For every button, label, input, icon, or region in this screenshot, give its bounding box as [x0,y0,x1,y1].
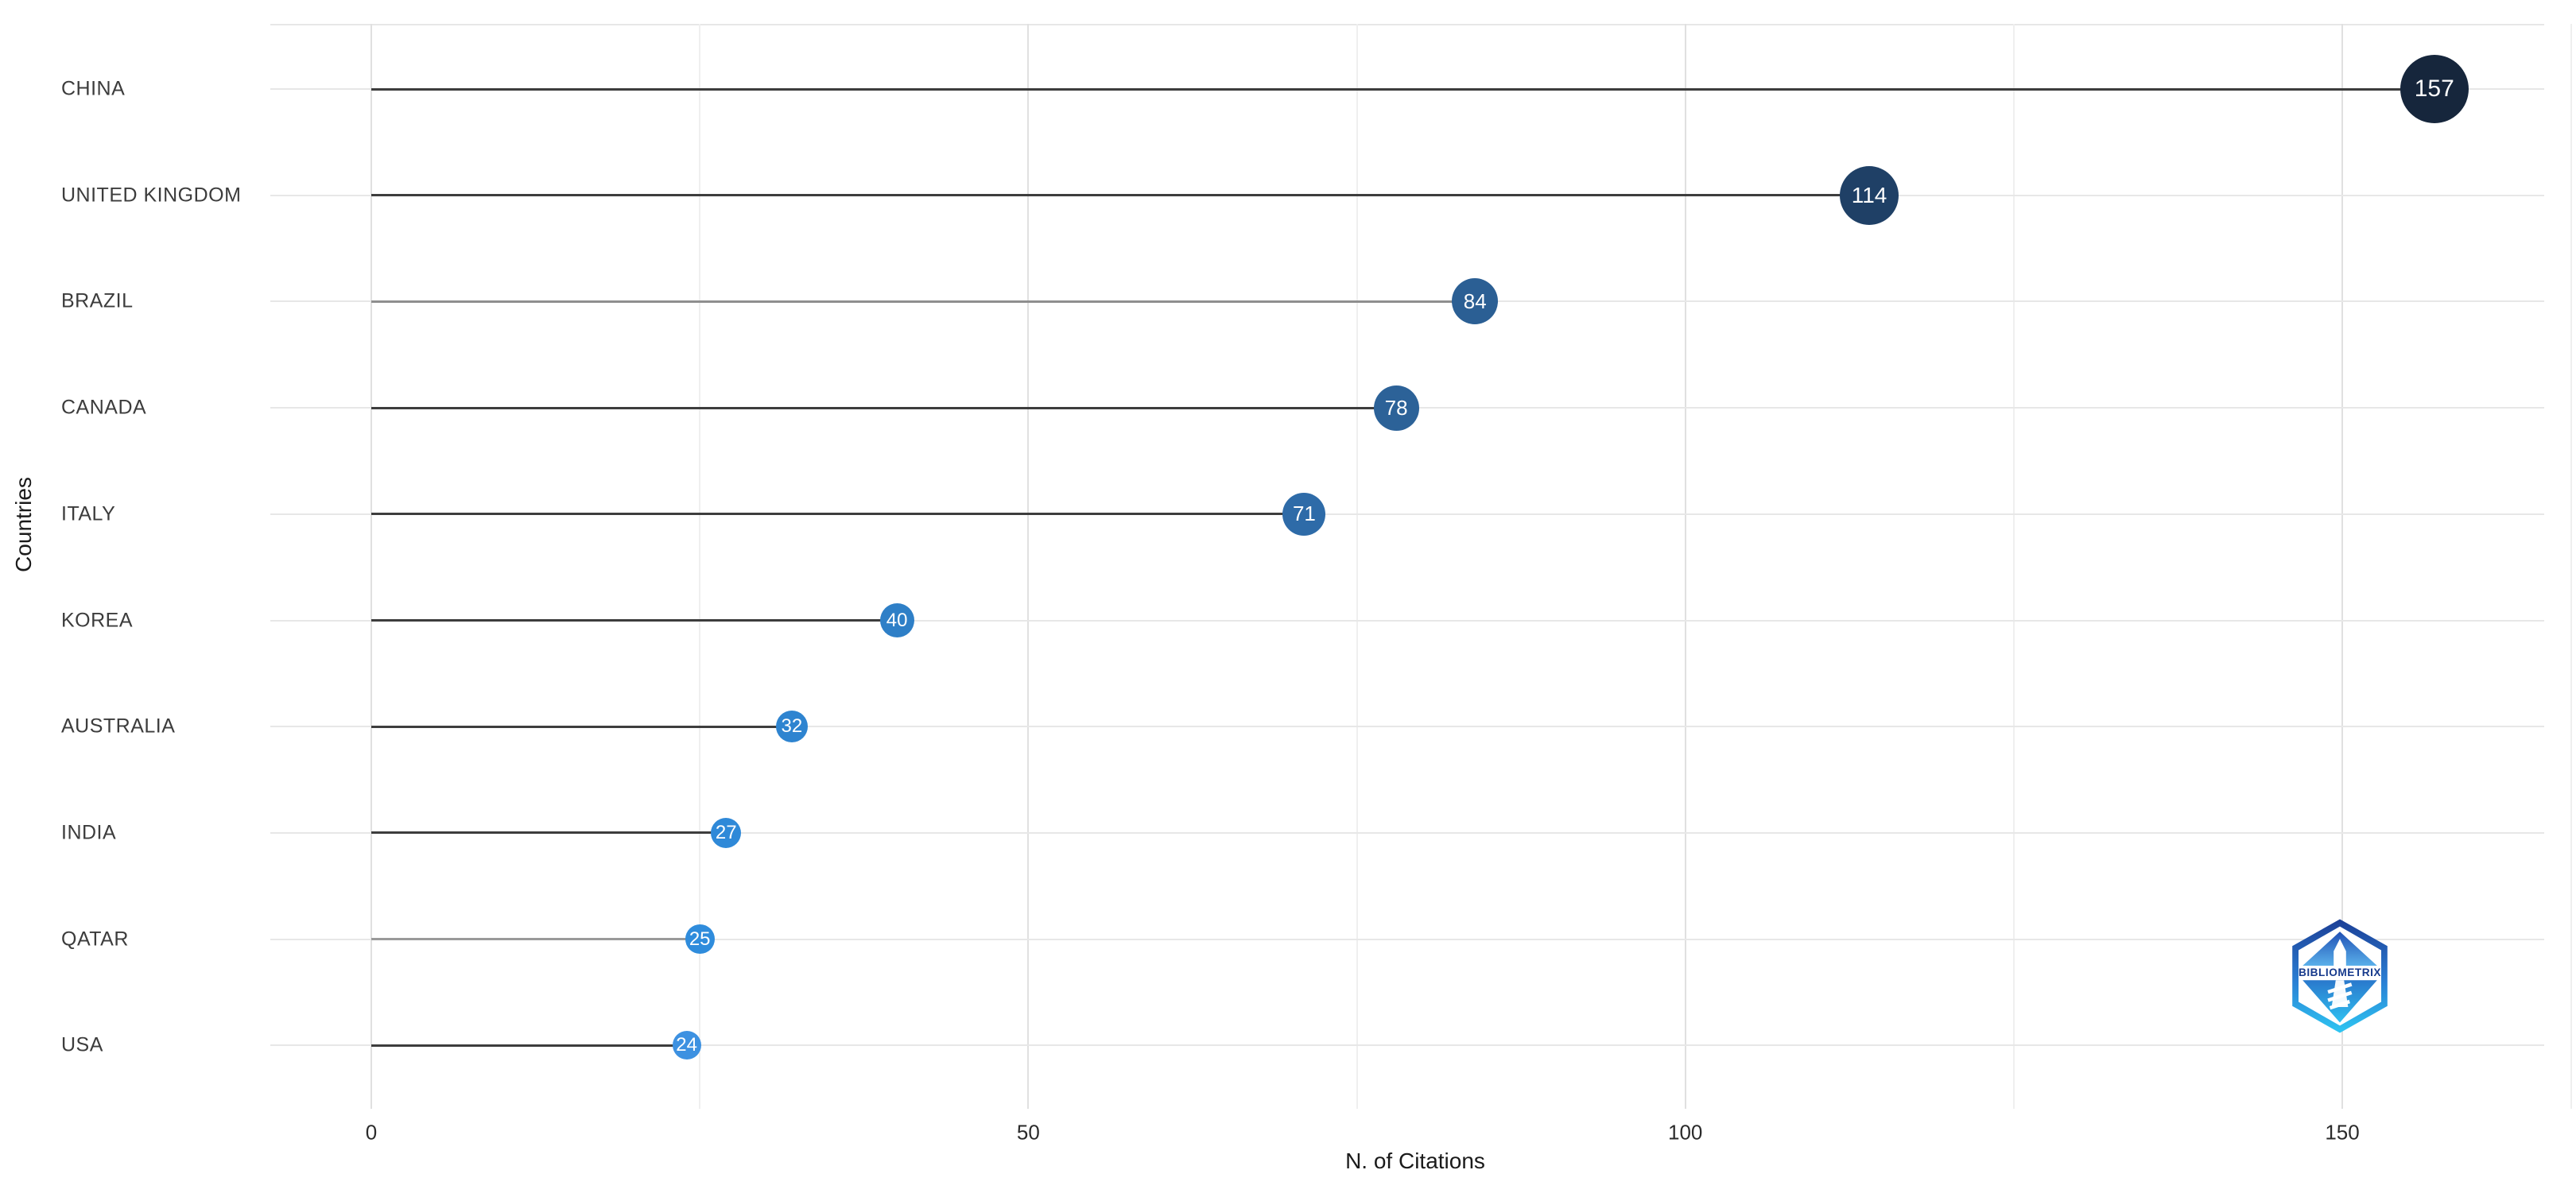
dot-value-label: 24 [676,1034,697,1056]
x-tick-label: 100 [1667,1120,1703,1145]
x-gridline-major [2341,24,2344,1109]
row-gridline [270,1044,2544,1047]
x-axis-title: N. of Citations [1345,1149,1485,1173]
country-label: UNITED KINGDOM [61,184,242,207]
lollipop-dot: 25 [685,924,715,955]
country-label: QATAR [61,928,129,951]
gridline-panel-top [270,24,2544,25]
country-label: USA [61,1033,103,1056]
lollipop-stem [371,513,1305,516]
x-gridline-minor [2012,24,2015,1109]
x-tick-label: 0 [365,1120,378,1145]
lighthouse-top-icon [2334,939,2346,966]
lollipop-stem [371,406,1397,409]
lollipop-dot: 71 [1282,492,1326,536]
x-gridline-minor [1356,24,1358,1109]
row-gridline [270,938,2544,940]
dot-value-label: 78 [1384,395,1408,420]
dot-value-label: 71 [1292,502,1316,526]
lollipop-dot: 157 [2399,55,2469,123]
country-label: KOREA [61,609,134,631]
lollipop-stem [371,300,1476,303]
country-label: AUSTRALIA [61,715,176,738]
lollipop-dot: 78 [1373,385,1419,431]
lollipop-dot: 40 [879,603,914,637]
lollipop-stem [371,87,2434,91]
lollipop-dot: 114 [1840,165,1899,225]
dot-value-label: 84 [1463,289,1487,313]
x-tick-label: 150 [2325,1120,2360,1145]
dot-value-label: 32 [781,715,803,738]
gridline-panel-right [2570,24,2572,1109]
lollipop-stem [371,938,700,941]
row-gridline [270,513,2544,515]
row-gridline [270,831,2544,834]
x-tick-label: 50 [1016,1120,1040,1145]
lollipop-dot: 32 [775,711,808,743]
lollipop-dot: 24 [672,1031,701,1060]
lollipop-stem [371,831,727,835]
lollipop-stem [371,725,792,728]
bibliometrix-logo: BIBLIOMETRIX [2292,919,2388,1033]
lollipop-stem [371,194,1870,197]
row-gridline [270,726,2544,728]
country-label: INDIA [61,821,117,844]
x-gridline-minor [699,24,701,1109]
lollipop-stem [371,619,898,622]
logo-wordmark: BIBLIOMETRIX [2299,967,2381,978]
x-gridline-major [1027,24,1030,1109]
dot-value-label: 114 [1851,182,1887,207]
lollipop-stem [371,1044,687,1047]
dot-value-label: 157 [2414,76,2454,102]
lollipop-dot: 84 [1452,278,1499,325]
country-label: ITALY [61,502,116,525]
dot-value-label: 25 [689,928,711,950]
country-label: BRAZIL [61,289,134,312]
lollipop-dot: 27 [711,817,742,848]
y-axis-title: Countries [11,477,36,572]
row-gridline [270,619,2544,622]
country-label: CHINA [61,77,126,100]
x-gridline-major [1684,24,1686,1109]
x-gridline-major [370,24,372,1109]
dot-value-label: 27 [715,821,737,843]
country-label: CANADA [61,396,147,419]
dot-value-label: 40 [886,609,908,631]
